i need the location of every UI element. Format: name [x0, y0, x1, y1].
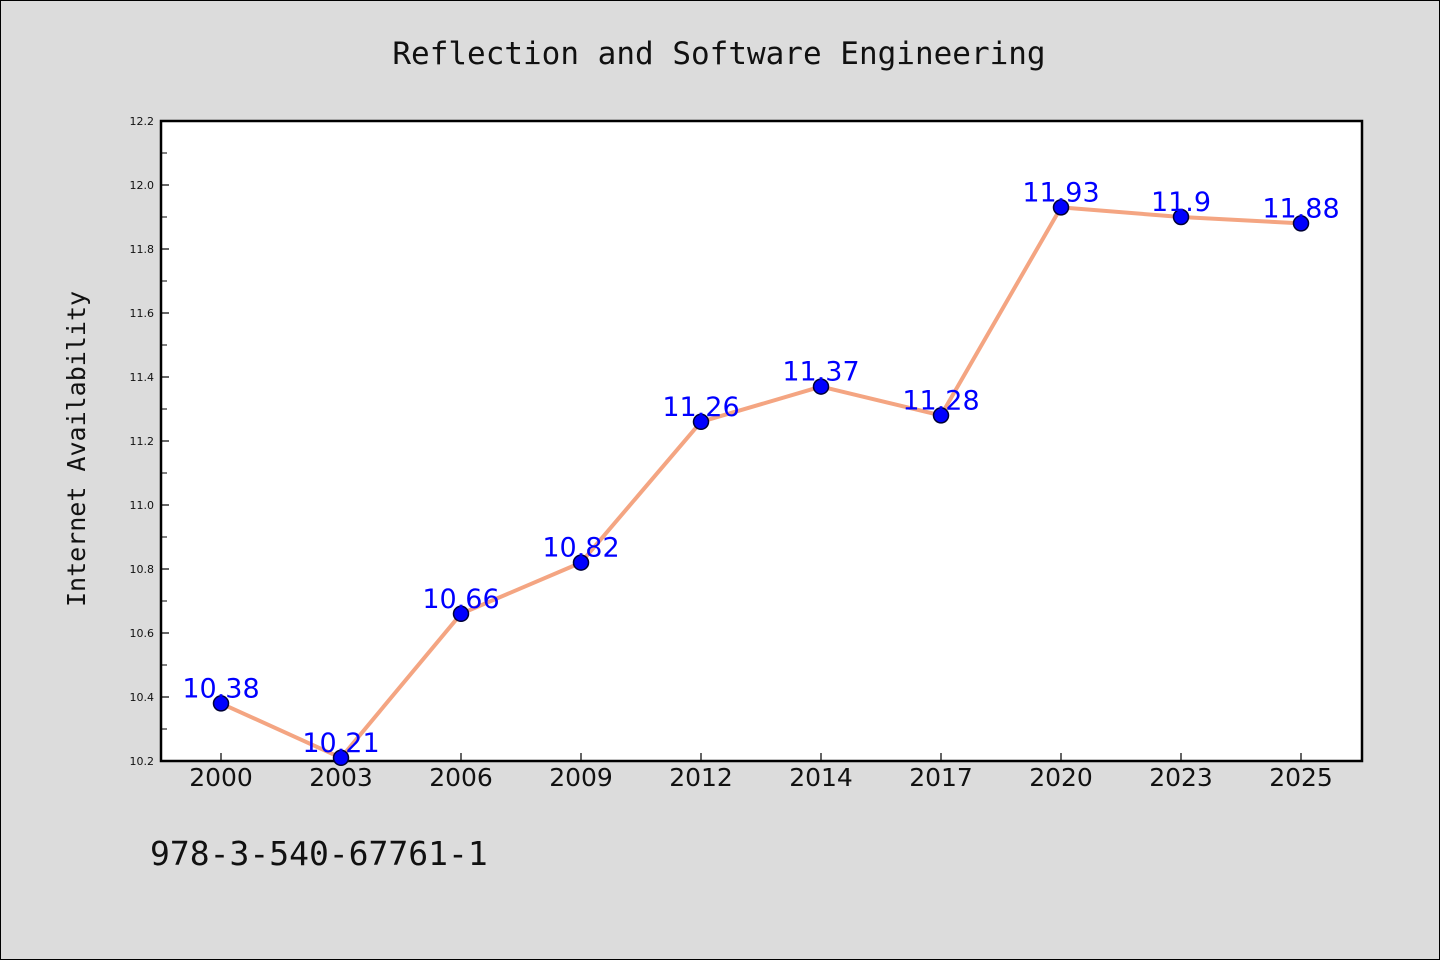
- x-tick-label: 2020: [1029, 763, 1093, 792]
- x-tick-label: 2025: [1269, 763, 1333, 792]
- data-label: 10.21: [302, 728, 379, 759]
- y-axis-label: Internet Availability: [62, 291, 91, 607]
- y-tick-label: 11.6: [130, 307, 155, 320]
- data-label: 11.93: [1022, 177, 1099, 208]
- data-label: 11.26: [662, 392, 739, 423]
- y-tick-label: 11.0: [130, 499, 155, 512]
- data-point: [212, 695, 230, 712]
- y-tick-label: 11.2: [130, 435, 155, 448]
- data-point: [932, 407, 950, 424]
- plot-area: 10.2 10.4 10.6 10.8 11.0 11.2 11.4 11.6 11.8 12.0…: [130, 115, 1364, 792]
- chart-title: Reflection and Software Engineering: [392, 36, 1045, 72]
- data-point: [332, 749, 350, 767]
- y-tick-label: 10.8: [130, 563, 155, 576]
- data-point: [1052, 199, 1070, 216]
- y-tick-label: 11.8: [130, 243, 155, 256]
- data-labels: 10.38 10.21 10.66 10.82 11.26 11.37 11.28 11.93…: [182, 177, 1339, 758]
- y-tick-label: 11.4: [130, 371, 155, 384]
- data-label: 10.38: [182, 673, 259, 704]
- x-tick-label: 2014: [789, 763, 853, 792]
- y-axis: 10.2 10.4 10.6 10.8 11.0 11.2 11.4 11.6 11.8 12.0…: [130, 115, 169, 768]
- y-tick-label: 10.2: [130, 755, 155, 768]
- x-tick-label: 2017: [909, 763, 973, 792]
- data-point: [692, 413, 710, 431]
- data-label: 10.66: [422, 584, 499, 615]
- x-tick-label: 2012: [669, 763, 733, 792]
- footer-note: 978-3-540-67761-1: [150, 834, 488, 873]
- plot-background: [159, 119, 1364, 763]
- y-tick-label: 12.2: [130, 115, 155, 128]
- data-point: [572, 554, 590, 571]
- x-axis: 2000 2003 2006 2009 2012 2014 2017 2020 2023 2025: [189, 753, 1333, 792]
- data-point: [1292, 215, 1310, 232]
- data-label: 10.82: [542, 533, 619, 564]
- x-tick-label: 2023: [1149, 763, 1213, 792]
- data-label: 11.37: [782, 357, 859, 388]
- y-tick-label: 12.0: [130, 179, 155, 192]
- data-label: 11.88: [1262, 193, 1339, 224]
- y-tick-label: 10.4: [130, 691, 155, 704]
- data-label: 11.9: [1151, 187, 1211, 218]
- x-tick-label: 2000: [189, 763, 253, 792]
- data-point: [452, 605, 470, 623]
- data-label: 11.28: [902, 385, 979, 416]
- series-line: [219, 205, 1303, 760]
- x-tick-label: 2003: [309, 763, 373, 792]
- series-points: [212, 199, 1310, 767]
- x-tick-label: 2009: [549, 763, 613, 792]
- x-tick-label: 2006: [429, 763, 493, 792]
- data-point: [812, 378, 830, 395]
- data-point: [1172, 208, 1190, 226]
- y-tick-label: 10.6: [130, 627, 155, 640]
